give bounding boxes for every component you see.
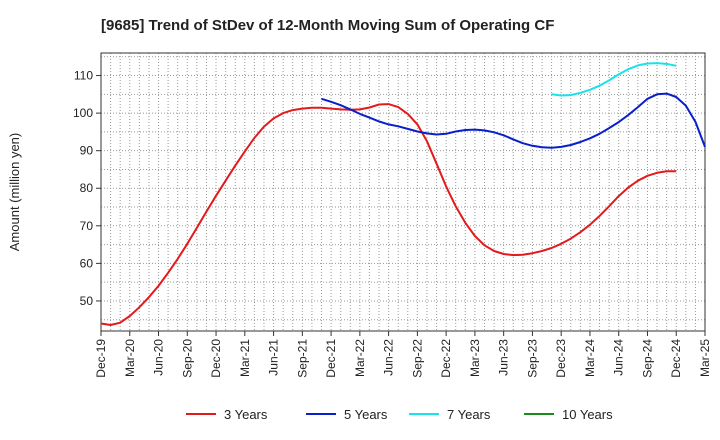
x-tick-label: Dec-19 (94, 339, 108, 378)
plot-area: 50 60 70 80 90 100 110 Dec-19 Mar-20 Jun-20 Sep-20… (73, 52, 712, 378)
y-tick-label: 50 (80, 294, 94, 308)
x-tick-label: Dec-22 (439, 339, 453, 378)
legend-item: 7 Years (409, 407, 491, 422)
x-tick-label: Dec-24 (669, 339, 683, 378)
y-tick-label: 90 (80, 144, 94, 158)
y-tick-label: 70 (80, 219, 94, 233)
x-tick-label: Mar-24 (583, 339, 597, 377)
x-tick-label: Jun-24 (612, 339, 626, 376)
plot-frame (100, 52, 706, 332)
legend-label: 3 Years (224, 407, 268, 422)
x-tick-label: Mar-23 (468, 339, 482, 377)
x-tick-label: Sep-20 (180, 339, 194, 378)
legend: 3 Years 5 Years 7 Years 10 Years (186, 407, 613, 422)
y-axis-label: Amount (million yen) (7, 133, 22, 252)
series-line-7-years (551, 62, 677, 97)
x-tick-label: Jun-20 (152, 339, 166, 376)
x-tick-label: Mar-25 (698, 339, 712, 377)
x-tick-label: Sep-24 (640, 339, 654, 378)
x-tick-label: Jun-21 (267, 339, 281, 376)
legend-label: 7 Years (447, 407, 491, 422)
x-tick-label: Dec-20 (209, 339, 223, 378)
series-line-3-years (100, 103, 677, 326)
x-tick-label: Sep-23 (525, 339, 539, 378)
series-line-5-years (321, 92, 706, 149)
legend-label: 5 Years (344, 407, 388, 422)
y-tick-label: 60 (80, 256, 94, 270)
y-tick-label: 100 (73, 106, 93, 120)
y-tick-label: 110 (74, 69, 93, 83)
x-tick-label: Sep-21 (295, 339, 309, 378)
x-tick-label: Dec-21 (324, 339, 338, 378)
legend-item: 10 Years (524, 407, 613, 422)
chart-title: [9685] Trend of StDev of 12-Month Moving… (101, 17, 554, 34)
x-tick-label: Mar-22 (353, 339, 367, 377)
legend-item: 5 Years (306, 407, 388, 422)
y-tick-label: 80 (80, 181, 94, 195)
legend-item: 3 Years (186, 407, 268, 422)
x-tick-label: Mar-20 (123, 339, 137, 377)
x-tick-label: Dec-23 (554, 339, 568, 378)
legend-label: 10 Years (562, 407, 613, 422)
x-tick-label: Sep-22 (410, 339, 424, 378)
x-tick-label: Mar-21 (238, 339, 252, 377)
x-tick-label: Jun-22 (382, 339, 396, 376)
x-tick-label: Jun-23 (497, 339, 511, 376)
